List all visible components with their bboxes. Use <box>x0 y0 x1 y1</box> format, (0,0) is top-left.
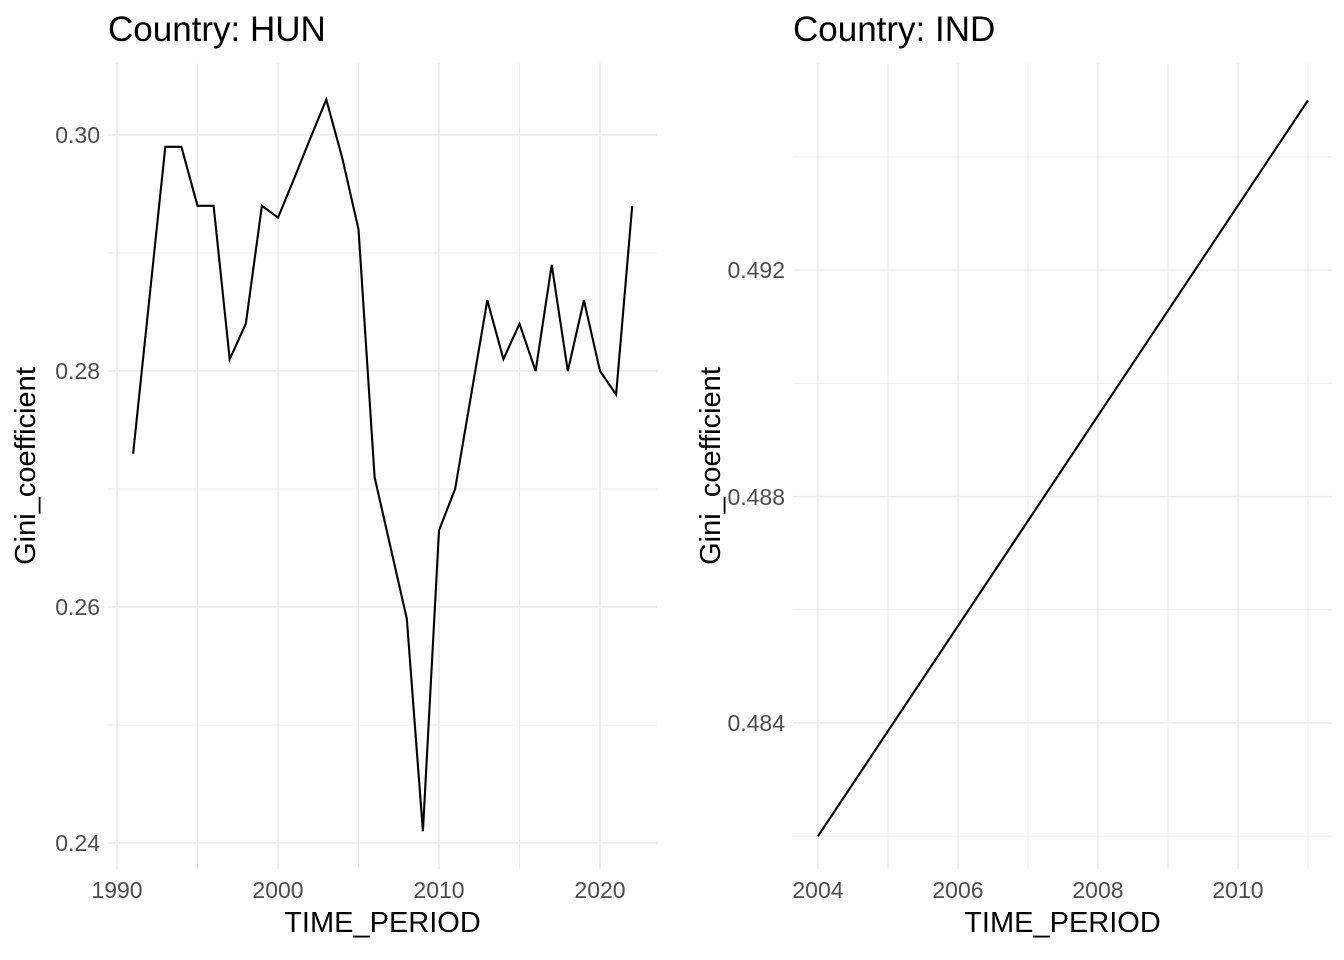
x-tick-label: 1990 <box>91 877 143 903</box>
y-tick-label: 0.30 <box>55 121 100 148</box>
y-axis-title-wrap: Gini_coefficient <box>4 63 48 869</box>
y-tick-label: 0.484 <box>727 709 785 736</box>
y-tick-label: 0.24 <box>55 830 100 857</box>
chart-title-ind: Country: IND <box>793 10 996 49</box>
x-axis-title: TIME_PERIOD <box>964 907 1161 939</box>
series-line-ind <box>817 99 1309 837</box>
y-axis-title: Gini_coefficient <box>695 367 727 565</box>
x-tick-label: 2010 <box>413 877 465 903</box>
y-axis-title-wrap: Gini_coefficient <box>689 63 733 869</box>
y-tick-label: 0.26 <box>55 594 100 621</box>
x-tick-label: 2006 <box>932 877 984 903</box>
plot-panel <box>793 63 1332 869</box>
x-tick-label: 2020 <box>574 877 626 903</box>
x-tick-label: 2010 <box>1212 877 1264 903</box>
x-tick-label: 2004 <box>792 877 844 903</box>
x-tick-label: 2008 <box>1072 877 1124 903</box>
y-tick-label: 0.488 <box>727 483 785 510</box>
x-axis-title: TIME_PERIOD <box>284 907 481 939</box>
x-tick-label: 2000 <box>252 877 304 903</box>
y-axis-title: Gini_coefficient <box>10 367 42 565</box>
y-tick-label: 0.492 <box>727 257 785 284</box>
plot-panel <box>108 63 657 869</box>
chart-title-hun: Country: HUN <box>108 10 326 49</box>
series-line-hun <box>132 96 634 832</box>
y-tick-label: 0.28 <box>55 358 100 384</box>
